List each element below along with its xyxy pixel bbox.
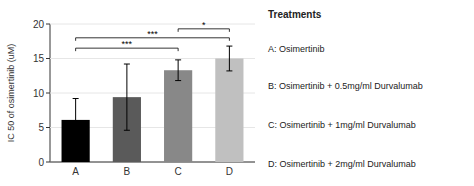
- error-line: [126, 64, 127, 130]
- error-cap: [73, 141, 79, 142]
- x-tick-label: D: [226, 166, 233, 177]
- y-tick: [46, 162, 50, 163]
- error-line: [75, 99, 76, 142]
- error-cap: [124, 130, 130, 131]
- y-tick: [46, 93, 50, 94]
- legend-entry: C: Osimertinib + 1mg/ml Durvalumab: [268, 120, 416, 130]
- error-line: [229, 46, 230, 71]
- y-axis: 0 5 10 15 20: [33, 19, 255, 168]
- error-bar: [175, 60, 181, 81]
- legend-entry: D: Osimertinib + 2mg/ml Durvalumab: [268, 159, 416, 169]
- y-tick-label: 15: [33, 53, 45, 64]
- y-tick-label: 10: [33, 88, 45, 99]
- chart-container: 05101520IC 50 of osimertinib (uM)ABCD***…: [0, 0, 474, 186]
- x-tick-label: C: [175, 166, 182, 177]
- legend-panel: Treatments A: Osimertinib B: Osimertinib +…: [268, 9, 423, 169]
- y-tick: [46, 58, 50, 59]
- y-tick-label: 0: [38, 157, 44, 168]
- error-cap: [175, 59, 181, 60]
- chart-svg: 05101520IC 50 of osimertinib (uM)ABCD***…: [0, 0, 474, 186]
- bar: [215, 59, 243, 163]
- grid-line: [50, 24, 255, 25]
- legend-entry: A: Osimertinib: [268, 44, 325, 54]
- error-cap: [175, 80, 181, 81]
- error-line: [178, 60, 179, 81]
- error-bar: [226, 46, 232, 71]
- error-bar: [73, 99, 79, 142]
- error-cap: [226, 70, 232, 71]
- significance-label: *: [202, 20, 206, 30]
- legend-entry: B: Osimertinib + 0.5mg/ml Durvalumab: [268, 81, 423, 91]
- y-tick: [46, 24, 50, 25]
- y-tick-label: 20: [33, 19, 45, 30]
- significance-label: ***: [147, 29, 158, 39]
- error-cap: [226, 46, 232, 47]
- x-tick-label: A: [72, 166, 79, 177]
- y-axis-label: IC 50 of osimertinib (uM): [6, 44, 16, 143]
- x-tick-label: B: [124, 166, 131, 177]
- error-cap: [73, 98, 79, 99]
- legend-title: Treatments: [268, 9, 322, 20]
- error-bar: [124, 64, 130, 130]
- y-tick-label: 5: [38, 122, 44, 133]
- significance-label: ***: [122, 39, 133, 49]
- significance: *******: [76, 20, 230, 51]
- bars: [62, 46, 244, 162]
- bar: [164, 70, 192, 162]
- y-tick: [46, 127, 50, 128]
- error-cap: [124, 64, 130, 65]
